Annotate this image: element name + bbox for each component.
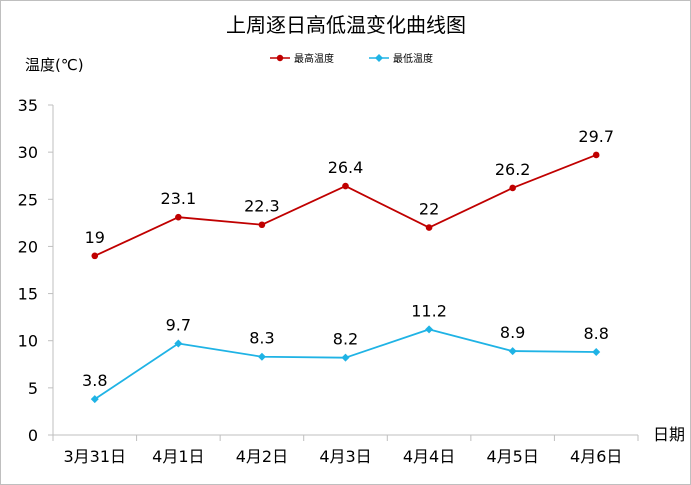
y-tick-label: 5 [28, 379, 38, 398]
min-temperature-label: 3.8 [82, 371, 107, 390]
min-temperature-point [257, 352, 266, 361]
max-temperature-label: 19 [85, 228, 105, 247]
max-temperature-point [258, 221, 266, 229]
min-temperature-point [508, 347, 517, 356]
max-temperature-label: 26.2 [495, 160, 531, 179]
min-temperature-point [174, 339, 183, 348]
min-temperature-point [425, 325, 434, 334]
min-temperature-label: 11.2 [411, 301, 447, 320]
y-axis-title: 温度(℃) [25, 56, 84, 74]
y-tick-label: 10 [18, 332, 38, 351]
max-temperature-label: 22 [419, 200, 439, 219]
max-temperature-label: 26.4 [328, 158, 364, 177]
max-temperature-point [175, 213, 182, 221]
min-temperature-point [592, 348, 601, 357]
min-temperature-point [90, 395, 99, 404]
y-tick-label: 0 [28, 426, 38, 445]
legend-marker [375, 54, 383, 62]
x-tick-label: 4月4日 [403, 447, 455, 466]
max-temperature-label: 22.3 [244, 197, 280, 216]
y-tick-label: 30 [18, 143, 38, 162]
max-temperature-label: 23.1 [161, 189, 197, 208]
legend-label: 最低温度 [393, 52, 433, 65]
x-axis-title: 日期 [653, 425, 685, 444]
max-temperature-point [509, 184, 516, 192]
x-tick-label: 4月3日 [319, 447, 371, 466]
min-temperature-point [341, 353, 350, 362]
min-temperature-label: 8.3 [249, 329, 274, 348]
max-temperature-point [342, 182, 349, 190]
max-temperature-point [592, 151, 600, 159]
y-tick-label: 35 [18, 96, 38, 115]
y-tick-label: 20 [18, 237, 38, 256]
y-tick-label: 15 [18, 285, 38, 304]
x-tick-label: 4月1日 [152, 447, 204, 466]
min-temperature-label: 8.8 [583, 324, 608, 343]
min-temperature-label: 9.7 [166, 316, 191, 335]
x-tick-label: 4月2日 [236, 447, 288, 466]
y-tick-label: 25 [18, 190, 38, 209]
min-temperature-label: 8.2 [333, 330, 358, 349]
legend: 最高温度 最低温度 [270, 52, 433, 65]
x-tick-label: 4月5日 [486, 447, 538, 466]
x-tick-label: 4月6日 [570, 447, 622, 466]
series-layer: 19 23.1 22.3 26.4 22 26.2 29.7 3.8 9.7 8.3 8.2 11.2… [82, 127, 614, 404]
max-temperature-point [91, 252, 99, 260]
x-tick-label: 3月31日 [64, 447, 127, 466]
chart-title: 上周逐日高低温变化曲线图 [226, 13, 466, 37]
legend-label: 最高温度 [294, 52, 334, 65]
axes: 0 5 10 15 20 25 30 35 3月31日 4月1日 4月2日 4月3日 4月4日 4月5日 4… [18, 96, 639, 466]
legend-marker [276, 54, 284, 62]
min-temperature-label: 8.9 [500, 323, 525, 342]
max-temperature-point [425, 224, 433, 231]
max-temperature-label: 29.7 [578, 127, 614, 146]
